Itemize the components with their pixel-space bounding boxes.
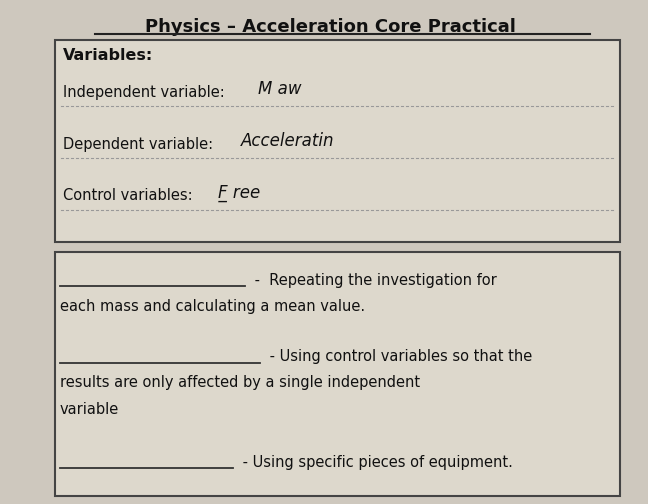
- Text: Independent variable:: Independent variable:: [63, 85, 225, 99]
- Text: Dependent variable:: Dependent variable:: [63, 137, 213, 152]
- Text: -  Repeating the investigation for: - Repeating the investigation for: [250, 273, 497, 287]
- Text: each mass and calculating a mean value.: each mass and calculating a mean value.: [60, 298, 365, 313]
- Bar: [55, 252, 620, 496]
- Text: variable: variable: [60, 402, 119, 416]
- Text: Physics – Acceleration Core Practical: Physics – Acceleration Core Practical: [145, 18, 515, 36]
- Text: F̲ ree: F̲ ree: [218, 184, 260, 202]
- Text: M aw: M aw: [258, 80, 301, 98]
- Text: Acceleratin: Acceleratin: [241, 132, 334, 150]
- Text: results are only affected by a single independent: results are only affected by a single in…: [60, 375, 420, 391]
- Bar: [55, 40, 620, 242]
- Text: - Using control variables so that the: - Using control variables so that the: [265, 349, 532, 364]
- Text: Control variables:: Control variables:: [63, 188, 192, 204]
- Text: - Using specific pieces of equipment.: - Using specific pieces of equipment.: [238, 455, 513, 470]
- Text: Variables:: Variables:: [63, 48, 153, 63]
